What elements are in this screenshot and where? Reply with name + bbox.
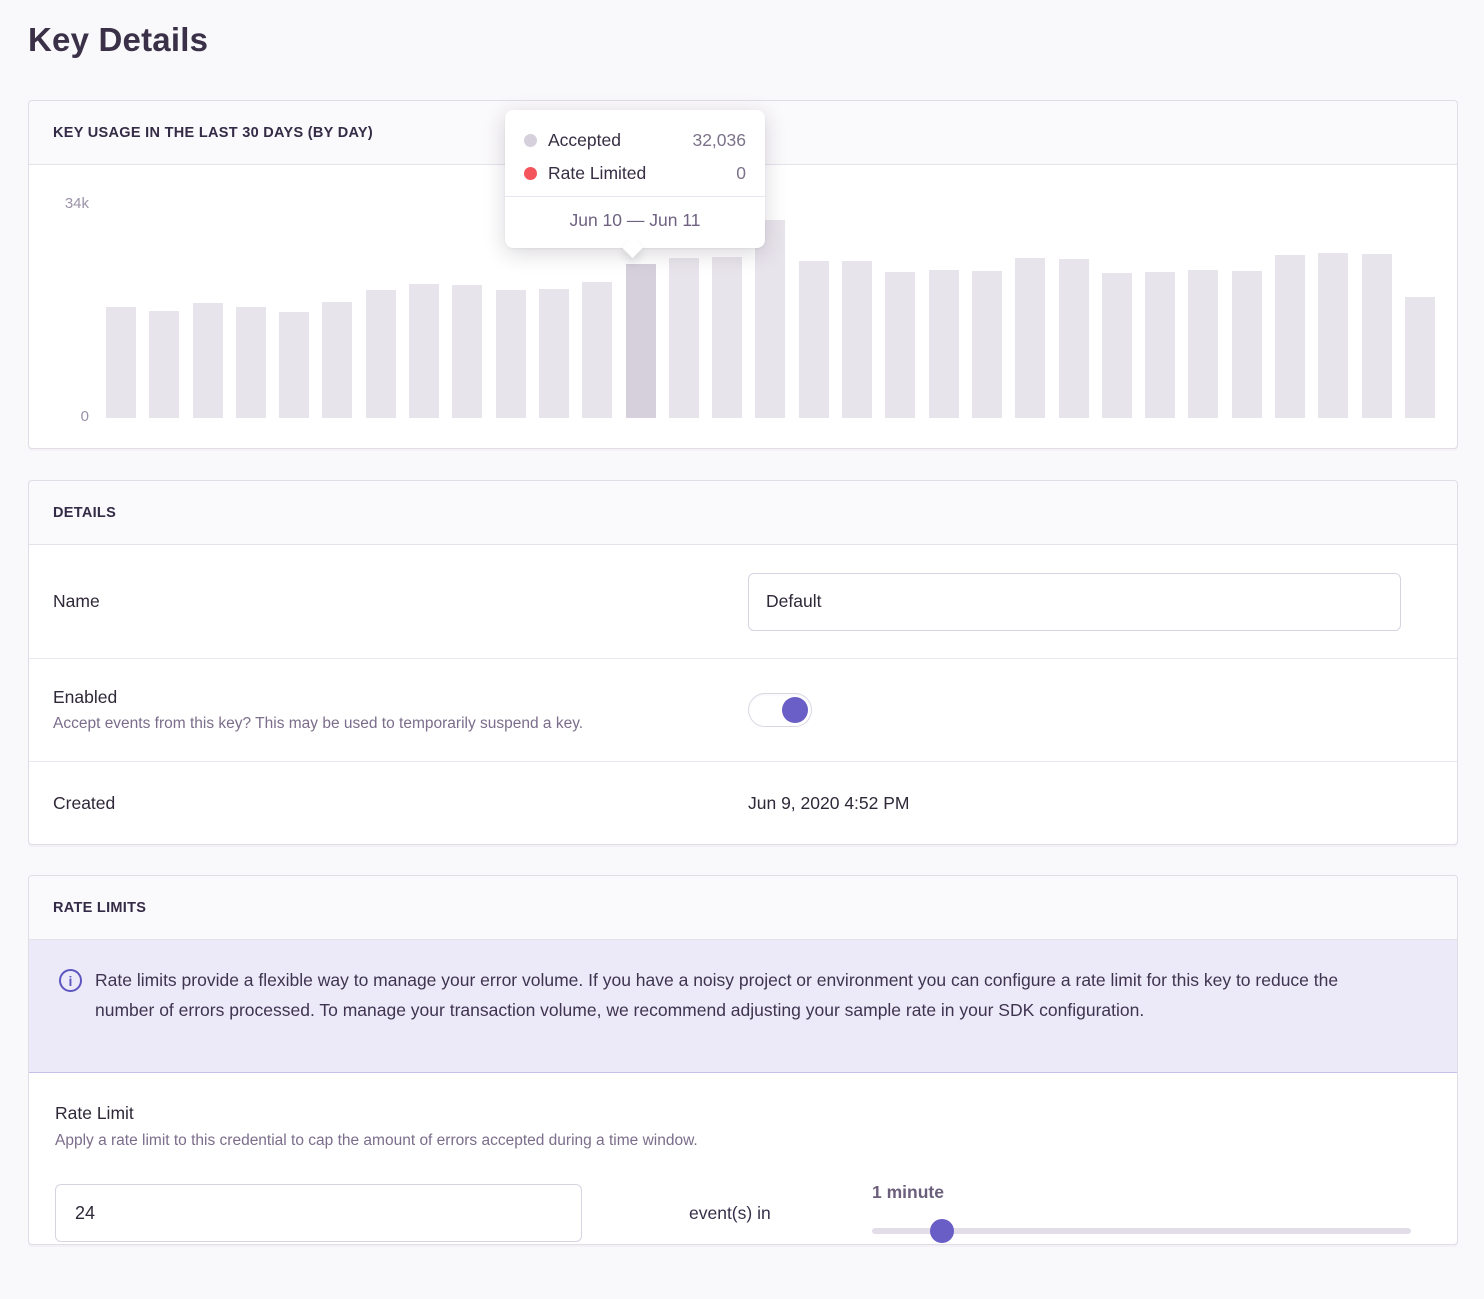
tooltip-row-accepted: Accepted 32,036 [524, 124, 746, 157]
usage-bar[interactable] [106, 307, 136, 418]
window-value-label: 1 minute [872, 1182, 944, 1203]
rate-limit-label: Rate Limit [55, 1103, 1431, 1124]
tooltip-rate-limited-label: Rate Limited [548, 163, 646, 184]
usage-bar[interactable] [1188, 270, 1218, 418]
name-field-col [748, 573, 1457, 631]
usage-bar[interactable] [452, 285, 482, 418]
enabled-toggle[interactable] [748, 693, 812, 727]
enabled-label-col: Enabled Accept events from this key? Thi… [29, 687, 748, 733]
y-axis-min-label: 0 [55, 408, 89, 425]
usage-bar[interactable] [1275, 255, 1305, 418]
enabled-toggle-knob[interactable] [782, 697, 808, 723]
usage-bar-highlighted[interactable] [626, 264, 656, 418]
rate-limits-panel: RATE LIMITS i Rate limits provide a flex… [28, 875, 1458, 1245]
usage-bar[interactable] [1015, 258, 1045, 418]
usage-bar[interactable] [539, 289, 569, 418]
usage-bar[interactable] [582, 282, 612, 418]
page-title: Key Details [28, 21, 1458, 59]
usage-panel: KEY USAGE IN THE LAST 30 DAYS (BY DAY) 3… [28, 100, 1458, 449]
rate-limit-count-input[interactable] [55, 1184, 582, 1242]
usage-bar[interactable] [712, 257, 742, 418]
usage-bar[interactable] [972, 271, 1002, 418]
enabled-row: Enabled Accept events from this key? Thi… [29, 658, 1457, 761]
rate-limits-info-text: Rate limits provide a flexible way to ma… [95, 965, 1377, 1025]
usage-bar[interactable] [279, 312, 309, 418]
tooltip-accepted-label: Accepted [548, 130, 621, 151]
accepted-series-dot-icon [524, 134, 537, 147]
enabled-label: Enabled [53, 687, 748, 708]
usage-bar[interactable] [1405, 297, 1435, 418]
usage-bar[interactable] [409, 284, 439, 418]
usage-bar[interactable] [755, 220, 785, 418]
created-label: Created [53, 793, 748, 814]
enabled-help-text: Accept events from this key? This may be… [53, 715, 748, 733]
usage-bar[interactable] [929, 270, 959, 418]
rate-limit-controls: event(s) in 1 minute [55, 1182, 1431, 1244]
usage-bar[interactable] [322, 302, 352, 418]
usage-bar[interactable] [669, 258, 699, 418]
name-row: Name [29, 545, 1457, 658]
tooltip-accepted-value: 32,036 [692, 130, 746, 151]
created-row: Created Jun 9, 2020 4:52 PM [29, 761, 1457, 844]
usage-bar[interactable] [1059, 259, 1089, 418]
usage-bar[interactable] [236, 307, 266, 418]
details-panel-header: DETAILS [29, 481, 1457, 545]
usage-bar[interactable] [1362, 254, 1392, 418]
usage-bar[interactable] [1318, 253, 1348, 418]
info-icon: i [59, 969, 82, 992]
chart-tooltip: Accepted 32,036 Rate Limited 0 Jun 10 — … [505, 110, 765, 248]
rate-limits-panel-header: RATE LIMITS [29, 876, 1457, 940]
tooltip-rate-limited-value: 0 [736, 163, 746, 184]
rate-limit-section: Rate Limit Apply a rate limit to this cr… [29, 1073, 1457, 1244]
name-label: Name [53, 591, 748, 612]
rate-limit-description: Apply a rate limit to this credential to… [55, 1132, 1431, 1150]
usage-bar[interactable] [149, 311, 179, 418]
usage-bar[interactable] [1232, 271, 1262, 418]
usage-bar[interactable] [885, 272, 915, 418]
usage-bar[interactable] [1145, 272, 1175, 418]
details-panel: DETAILS Name Enabled Accept events from … [28, 480, 1458, 845]
created-field-col: Jun 9, 2020 4:52 PM [748, 793, 1457, 814]
usage-bar[interactable] [799, 261, 829, 418]
created-value: Jun 9, 2020 4:52 PM [748, 793, 1401, 814]
bar-series [106, 220, 1435, 418]
name-input[interactable] [748, 573, 1401, 631]
y-axis-max-label: 34k [55, 195, 89, 212]
tooltip-row-rate-limited: Rate Limited 0 [524, 157, 746, 190]
enabled-field-col [748, 693, 1457, 727]
name-label-col: Name [29, 591, 748, 612]
usage-bar[interactable] [1102, 273, 1132, 418]
usage-bar[interactable] [842, 261, 872, 418]
usage-bar[interactable] [193, 303, 223, 418]
rate-limits-info-alert: i Rate limits provide a flexible way to … [29, 940, 1457, 1073]
slider-thumb[interactable] [930, 1219, 954, 1243]
key-details-page: Key Details KEY USAGE IN THE LAST 30 DAY… [0, 0, 1484, 1245]
rate-limit-window-slider[interactable]: 1 minute [872, 1182, 1411, 1244]
usage-bar[interactable] [496, 290, 526, 418]
usage-bar[interactable] [366, 290, 396, 418]
chart-tooltip-rows: Accepted 32,036 Rate Limited 0 [505, 110, 765, 196]
rate-limited-series-dot-icon [524, 167, 537, 180]
events-in-label: event(s) in [689, 1203, 771, 1224]
created-label-col: Created [29, 793, 748, 814]
